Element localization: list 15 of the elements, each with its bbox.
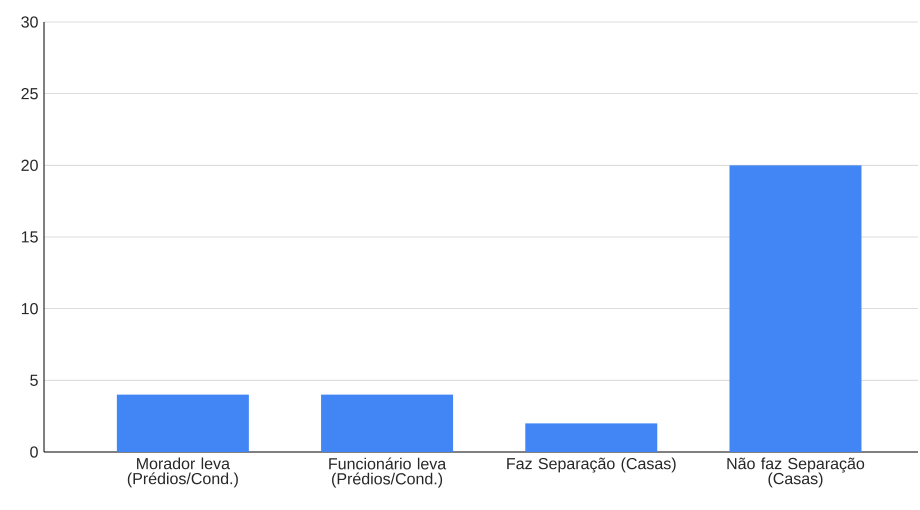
- bar: [525, 423, 658, 452]
- x-tick-label: Funcionário leva (Prédios/Cond.): [329, 458, 446, 488]
- bar: [729, 165, 862, 452]
- y-tick-label: 5: [30, 374, 38, 386]
- x-tick-label: Morador leva (Prédios/Cond.): [128, 458, 238, 488]
- y-tick-label: 15: [22, 231, 38, 243]
- bar: [321, 394, 454, 452]
- y-tick-label: 30: [21, 16, 38, 28]
- y-tick-label: 0: [30, 446, 38, 458]
- y-tick-label: 20: [21, 160, 38, 171]
- x-tick-label: Faz Separação (Casas): [507, 458, 676, 472]
- x-tick-label: Não faz Separação (Casas): [727, 458, 864, 488]
- bar: [116, 394, 249, 452]
- y-tick-label: 25: [21, 88, 38, 100]
- y-tick-label: 10: [22, 302, 38, 314]
